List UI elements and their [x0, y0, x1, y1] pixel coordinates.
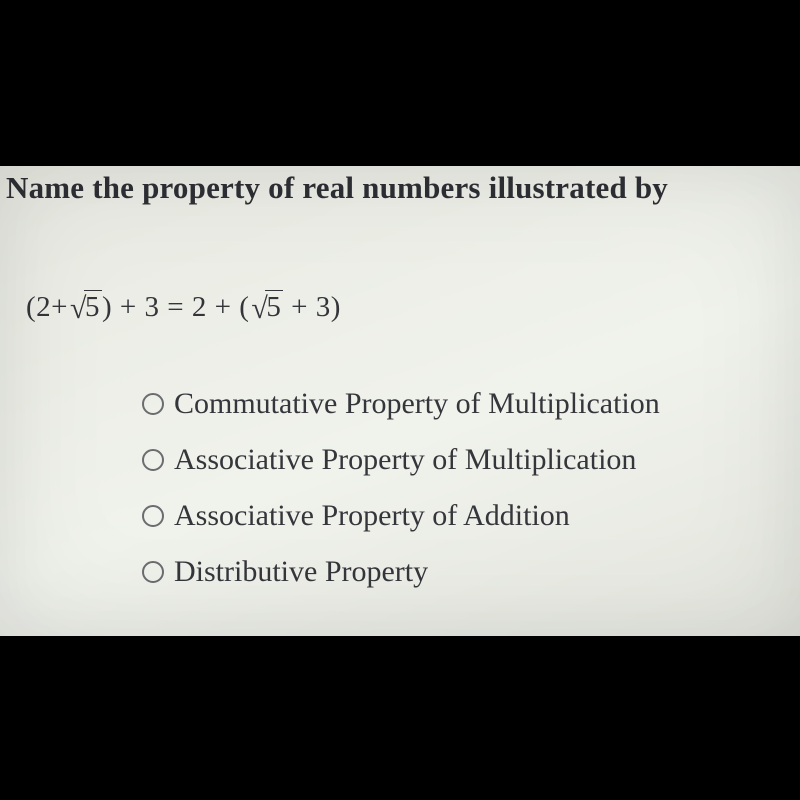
option-label: Associative Property of Multiplication [174, 443, 636, 477]
radio-icon[interactable] [142, 449, 164, 471]
radicand-2: 5 [265, 290, 283, 323]
worksheet-region: Name the property of real numbers illust… [0, 166, 800, 636]
sqrt-1: √5 [68, 291, 102, 326]
radio-icon[interactable] [142, 505, 164, 527]
option-row[interactable]: Distributive Property [142, 544, 800, 600]
option-label: Associative Property of Addition [174, 499, 570, 533]
equation-part-3: + 3) [283, 291, 341, 323]
radicand-1: 5 [84, 290, 102, 323]
options-group: Commutative Property of Multiplication A… [142, 376, 800, 600]
question-heading: Name the property of real numbers illust… [6, 170, 800, 206]
radio-icon[interactable] [142, 393, 164, 415]
equation-part-2: ) + 3 = 2 + ( [102, 291, 249, 323]
option-row[interactable]: Commutative Property of Multiplication [142, 376, 800, 432]
option-label: Distributive Property [174, 555, 428, 589]
option-label: Commutative Property of Multiplication [174, 387, 660, 421]
sqrt-2: √5 [249, 291, 283, 326]
equation: (2+√5) + 3 = 2 + (√5 + 3) [26, 291, 341, 326]
option-row[interactable]: Associative Property of Multiplication [142, 432, 800, 488]
equation-part-1: (2+ [26, 291, 68, 323]
radio-icon[interactable] [142, 561, 164, 583]
option-row[interactable]: Associative Property of Addition [142, 488, 800, 544]
